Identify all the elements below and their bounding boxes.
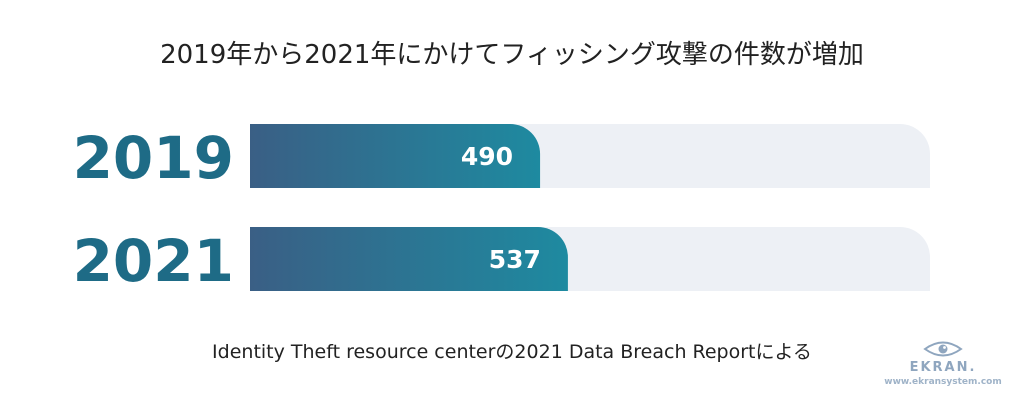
category-label: 2021 bbox=[73, 227, 234, 295]
brand-url: www.ekransystem.com bbox=[884, 377, 1002, 387]
bar bbox=[250, 227, 568, 291]
eye-icon bbox=[923, 341, 963, 357]
value-label: 490 bbox=[461, 142, 513, 171]
source-footnote: Identity Theft resource centerの2021 Data… bbox=[212, 341, 812, 363]
bar bbox=[250, 124, 541, 188]
brand-name: EKRAN. bbox=[909, 360, 977, 375]
value-label: 537 bbox=[489, 245, 541, 274]
chart-title: 2019年から2021年にかけてフィッシング攻撃の件数が増加 bbox=[160, 40, 864, 70]
brand-logo: EKRAN. www.ekransystem.com bbox=[878, 340, 1008, 387]
category-label: 2019 bbox=[73, 124, 234, 192]
